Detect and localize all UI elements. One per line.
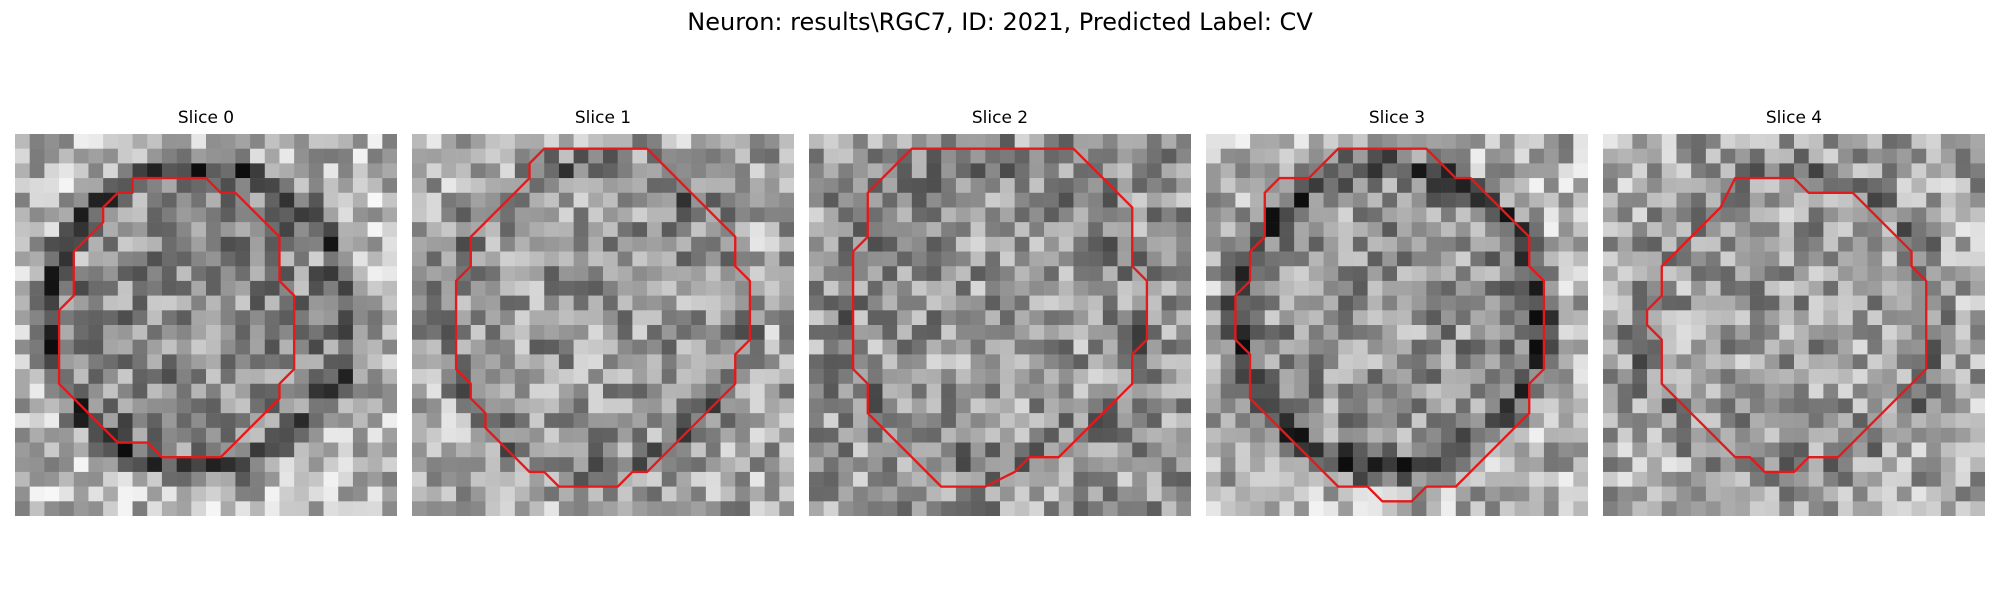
slice-image-frame: [1206, 134, 1588, 516]
slice-panel-3: Slice 3: [1206, 108, 1588, 518]
figure-title: Neuron: results\RGC7, ID: 2021, Predicte…: [687, 8, 1313, 36]
slice-image-frame: [809, 134, 1191, 516]
slice-image-frame: [15, 134, 397, 516]
slice-image: [15, 134, 397, 516]
slice-panel-0: Slice 0: [15, 108, 397, 518]
slice-panel-1: Slice 1: [412, 108, 794, 518]
pixel-grid: [15, 134, 397, 516]
slice-title: Slice 4: [1765, 108, 1823, 128]
contour-outline: [1234, 147, 1546, 503]
slice-title: Slice 2: [971, 108, 1029, 128]
pixel-grid: [809, 134, 1191, 516]
contour-outline: [57, 176, 296, 459]
pixel-grid: [1206, 134, 1588, 516]
contour-outline: [1645, 176, 1928, 474]
slice-panel-4: Slice 4: [1603, 108, 1985, 518]
contour-outline: [851, 147, 1149, 488]
slice-title: Slice 1: [574, 108, 632, 128]
slice-title: Slice 3: [1368, 108, 1426, 128]
slice-image: [412, 134, 794, 516]
contour-outline: [454, 147, 752, 488]
slice-image: [809, 134, 1191, 516]
slice-image: [1603, 134, 1985, 516]
slice-panel-2: Slice 2: [809, 108, 1191, 518]
pixel-grid: [1603, 134, 1985, 516]
slice-title: Slice 0: [177, 108, 235, 128]
pixel-grid: [412, 134, 794, 516]
slice-image: [1206, 134, 1588, 516]
slice-image-frame: [1603, 134, 1985, 516]
slice-image-frame: [412, 134, 794, 516]
